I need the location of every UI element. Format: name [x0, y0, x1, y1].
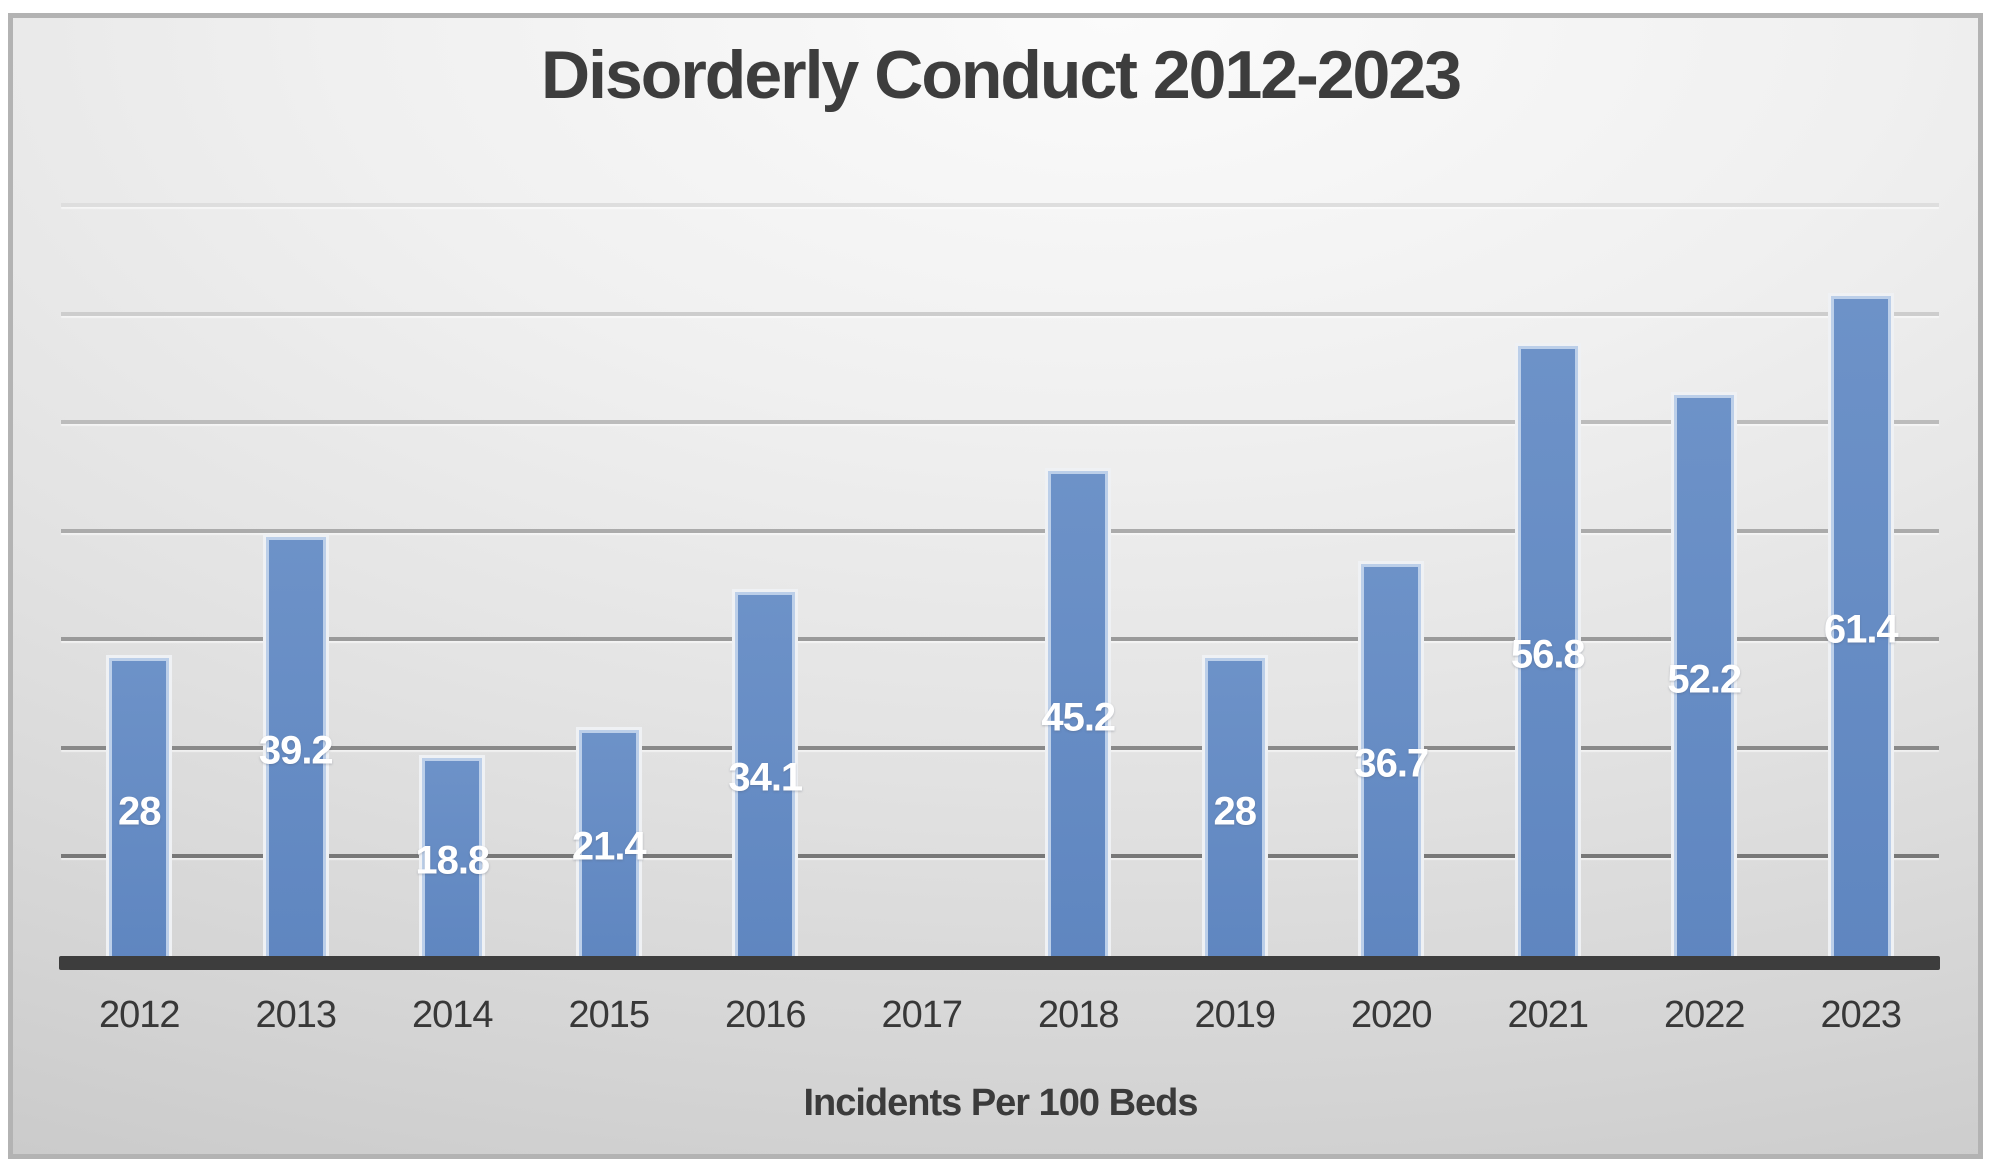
- bar: 34.1: [728, 588, 803, 969]
- x-axis-tick-label: 2020: [1350, 994, 1433, 1036]
- bar: 28: [1201, 655, 1268, 968]
- bar-value-label: 52.2: [1667, 657, 1742, 702]
- bar-cell: 36.7: [1313, 151, 1470, 969]
- bar-value-label: 39.2: [258, 728, 334, 773]
- x-axis-tick-label: 2017: [881, 994, 963, 1036]
- gridline: [61, 311, 1939, 316]
- bar: 28: [106, 655, 173, 968]
- bar-value-label: 28: [1213, 789, 1257, 834]
- x-axis-tick-label: 2021: [1507, 994, 1589, 1036]
- bar-value-label: 56.8: [1510, 632, 1586, 677]
- bar-value-label: 45.2: [1041, 695, 1116, 740]
- gridline: [61, 637, 1939, 642]
- bar: 61.4: [1824, 292, 1899, 969]
- bar-cell: 18.8: [374, 151, 531, 969]
- bar-cell: 28: [61, 151, 218, 968]
- bar-cell: 56.8: [1470, 151, 1627, 969]
- bar: 56.8: [1511, 342, 1586, 969]
- bar-value-label: 34.1: [728, 755, 803, 800]
- x-axis-tick-label: 2019: [1194, 994, 1276, 1036]
- bar-cell: 52.2: [1626, 151, 1783, 968]
- bar-cell: 45.2: [1000, 151, 1157, 968]
- gridline: [61, 203, 1939, 208]
- bar-cell: [844, 151, 1001, 965]
- x-axis-line: [59, 956, 1940, 970]
- bar-value-label: 28: [118, 789, 161, 834]
- bar-cell: 34.1: [687, 151, 844, 969]
- bar: 39.2: [259, 533, 334, 969]
- x-axis-tick-label: 2016: [724, 994, 807, 1036]
- x-axis-tick-label: 2022: [1663, 994, 1746, 1036]
- x-axis-title: Incidents Per 100 Beds: [803, 1082, 1198, 1124]
- gridline: [61, 528, 1939, 533]
- bar: 45.2: [1041, 468, 1116, 968]
- x-axis-tick-label: 2023: [1820, 994, 1902, 1036]
- bar-cell: 21.4: [531, 151, 688, 969]
- bar-value-label: 36.7: [1354, 741, 1429, 786]
- bar-cell: 61.4: [1783, 151, 1940, 969]
- bar-value-label: 61.4: [1823, 607, 1899, 652]
- plot-area: 28 39.2 18.8 21.4 34.1 45.2 28 36.7 56.8 52.2 61.4: [61, 151, 1940, 969]
- bar-cell: 39.2: [218, 151, 375, 969]
- bar-cell: 28: [1157, 151, 1314, 968]
- x-axis-tick-label: 2018: [1037, 994, 1120, 1036]
- bar: 18.8: [415, 754, 490, 969]
- bar-value-label: 18.8: [415, 838, 490, 883]
- bar-value-label: 21.4: [571, 824, 647, 869]
- x-axis-tick-label: 2013: [255, 994, 337, 1036]
- bar: 36.7: [1354, 560, 1429, 969]
- x-axis-tick-label: 2012: [98, 994, 181, 1036]
- bar: 21.4: [572, 726, 647, 969]
- x-axis-tick-label: 2015: [568, 994, 650, 1036]
- bars-row: 28 39.2 18.8 21.4 34.1 45.2 28 36.7 56.8 52.2 61.4: [61, 151, 1940, 969]
- gridline: [61, 854, 1939, 859]
- bar: 52.2: [1667, 392, 1742, 968]
- chart-title: Disorderly Conduct 2012-2023: [540, 37, 1462, 113]
- gridline: [61, 745, 1939, 750]
- gridline: [61, 420, 1939, 425]
- x-axis-tick-label: 2014: [411, 994, 494, 1036]
- x-axis-tick-labels: 2012 2013 2014 2015 2016 2017 2018 2019 2020 2021…: [61, 994, 1939, 1037]
